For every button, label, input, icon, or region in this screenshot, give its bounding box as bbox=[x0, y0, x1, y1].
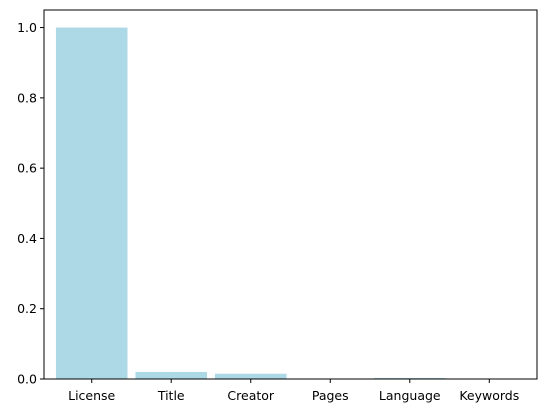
y-tick-label: 0.2 bbox=[17, 301, 37, 316]
x-tick-label: License bbox=[68, 388, 115, 403]
y-tick-label: 0.6 bbox=[17, 161, 37, 176]
y-axis: 0.0 0.2 0.4 0.6 0.8 1.0 bbox=[17, 20, 44, 387]
bar-license bbox=[55, 27, 128, 379]
bar-title bbox=[135, 371, 208, 379]
y-tick-label: 0.0 bbox=[17, 372, 37, 387]
bar-language bbox=[373, 377, 446, 379]
x-tick-label: Language bbox=[379, 388, 441, 403]
x-tick-label: Pages bbox=[312, 388, 349, 403]
x-tick-label: Creator bbox=[227, 388, 274, 403]
y-tick-label: 0.8 bbox=[17, 90, 37, 105]
y-tick-label: 1.0 bbox=[17, 20, 37, 35]
plot-frame bbox=[43, 9, 538, 380]
x-tick-label: Keywords bbox=[459, 388, 519, 403]
x-axis: License Title Creator Pages Language Keywords bbox=[68, 379, 519, 403]
y-tick-label: 0.4 bbox=[17, 231, 37, 246]
bar-creator bbox=[214, 373, 287, 379]
bars-group bbox=[55, 27, 446, 379]
x-tick-label: Title bbox=[157, 388, 185, 403]
